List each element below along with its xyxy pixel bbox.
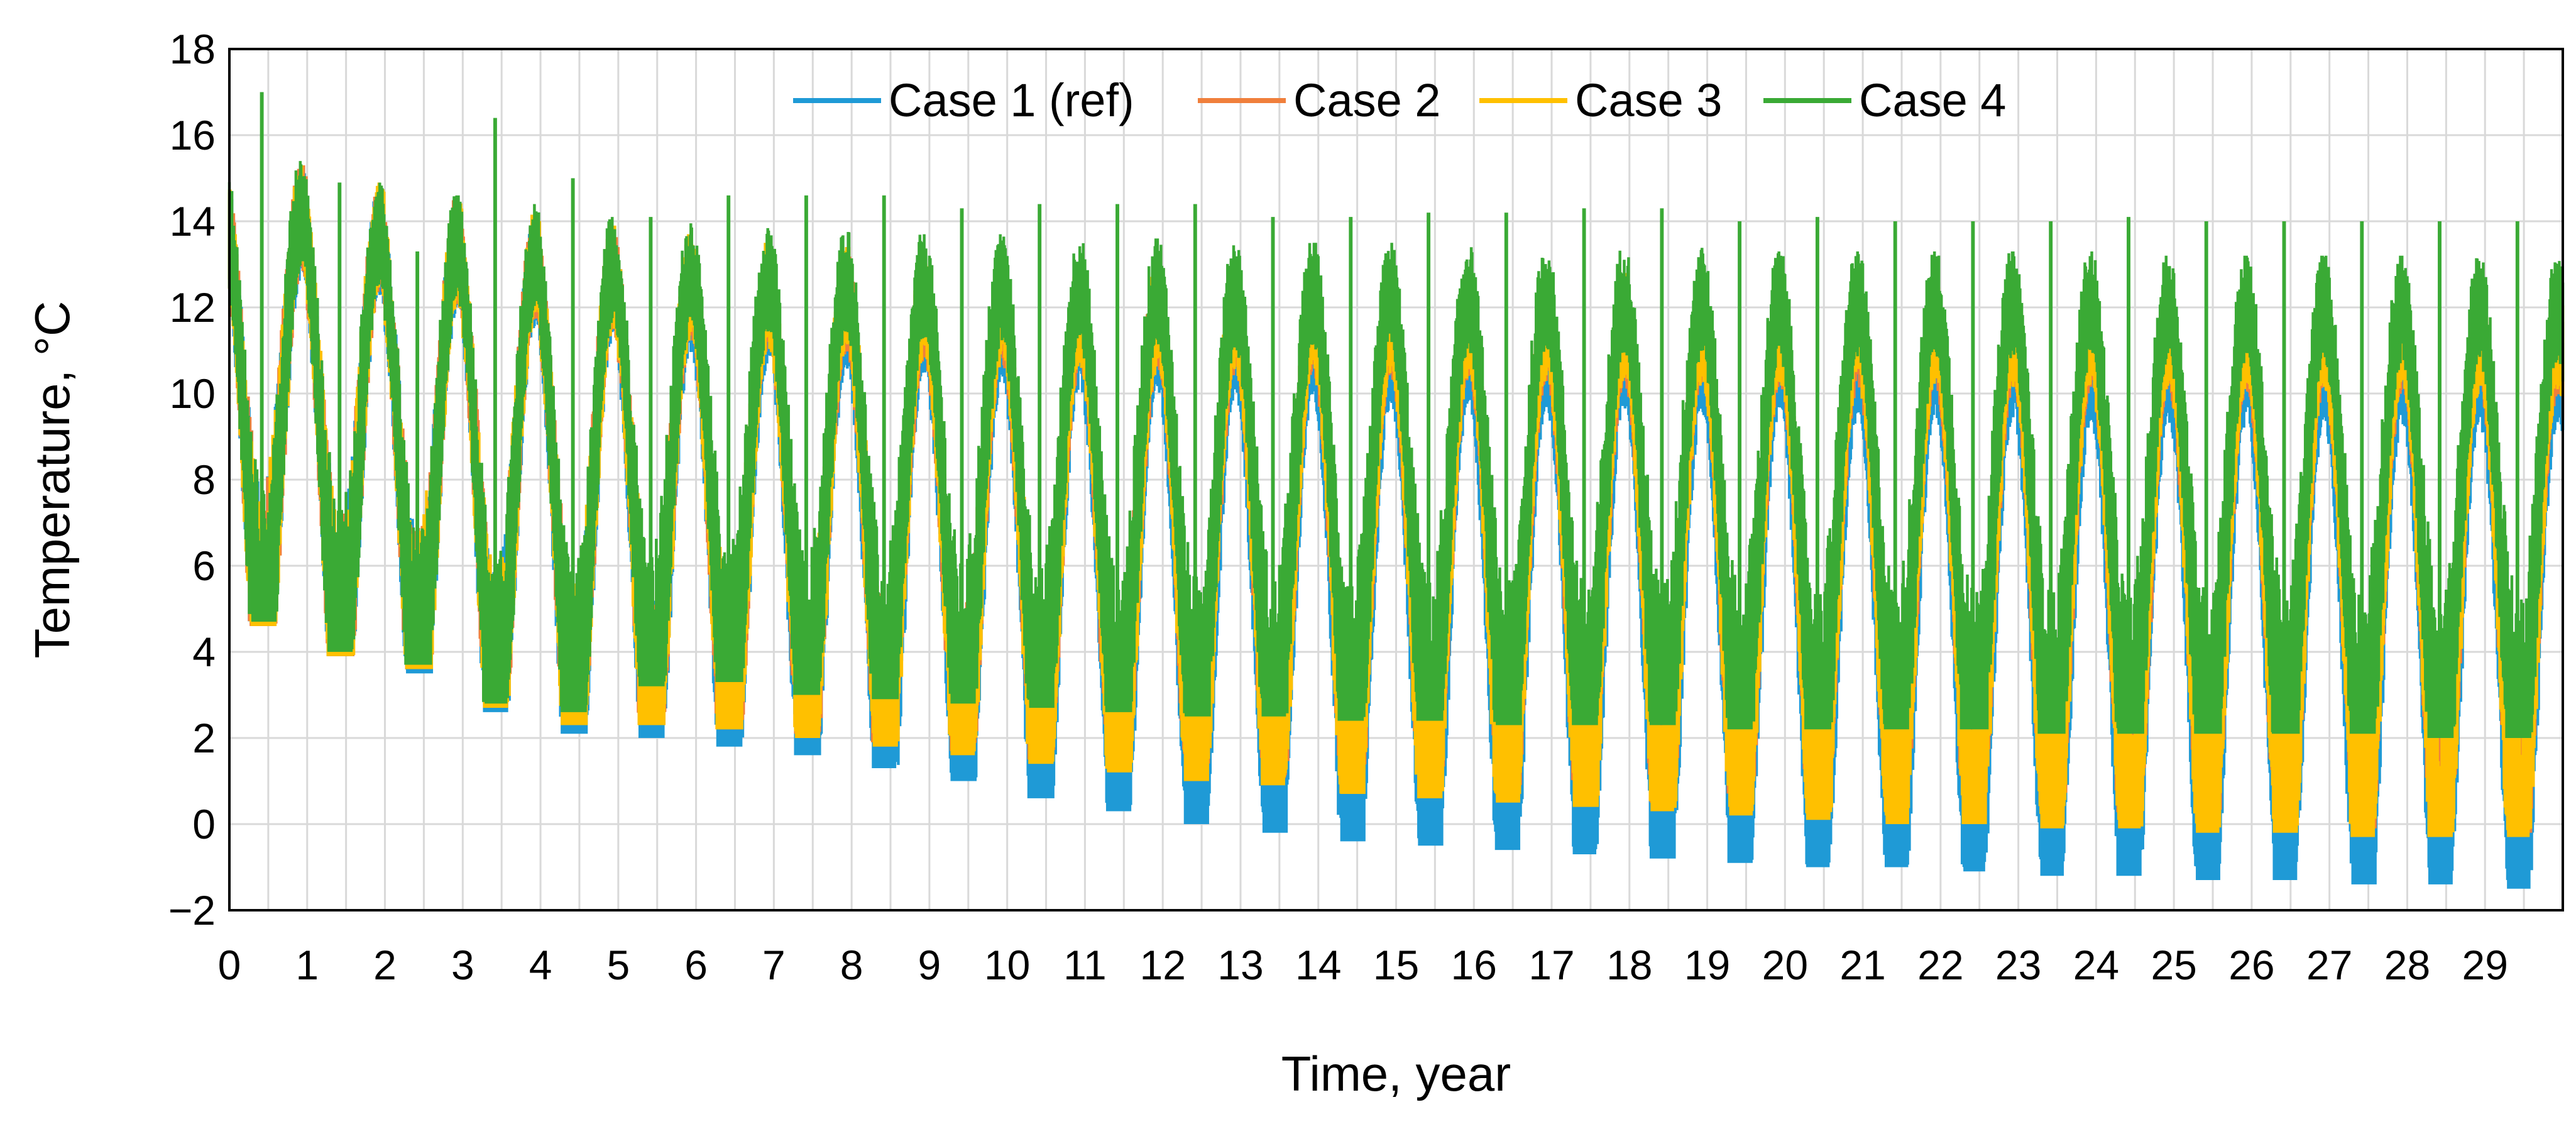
x-tick-label: 8 [840, 942, 863, 988]
x-tick-label: 29 [2462, 942, 2508, 988]
legend-label: Case 2 [1293, 74, 1440, 126]
y-tick-label: 6 [192, 542, 216, 589]
x-tick-label: 22 [1917, 942, 1963, 988]
x-tick-label: 27 [2306, 942, 2352, 988]
x-tick-label: 19 [1684, 942, 1730, 988]
y-tick-label: 12 [170, 284, 216, 331]
x-tick-labels: 0 1 2 3 4 5 6 7 8 9 10 11 12 13 14 15 16 17 18 19 20 21 22 23 24… [218, 942, 2508, 988]
x-tick-label: 2 [373, 942, 397, 988]
x-tick-label: 10 [984, 942, 1030, 988]
legend-entry-3: Case 3 [1479, 74, 1722, 126]
y-tick-label: 10 [170, 370, 216, 417]
x-tick-label: 3 [451, 942, 474, 988]
x-tick-label: 28 [2384, 942, 2430, 988]
x-tick-label: 7 [762, 942, 786, 988]
x-tick-label: 9 [918, 942, 941, 988]
legend-label: Case 1 (ref) [889, 74, 1134, 126]
y-tick-label: 8 [192, 456, 216, 503]
x-tick-label: 24 [2073, 942, 2119, 988]
y-tick-label: −2 [168, 887, 216, 933]
y-tick-label: 14 [170, 198, 216, 245]
y-tick-label: 2 [192, 715, 216, 761]
x-tick-label: 12 [1139, 942, 1185, 988]
x-tick-label: 4 [529, 942, 552, 988]
plot-frame [228, 48, 2564, 911]
x-tick-label: 5 [606, 942, 630, 988]
legend-label: Case 4 [1859, 74, 2006, 126]
y-axis-title: Temperature, °C [25, 301, 80, 659]
legend-entry-2: Case 2 [1198, 74, 1440, 126]
x-tick-label: 0 [218, 942, 241, 988]
x-tick-label: 26 [2228, 942, 2274, 988]
x-tick-label: 6 [684, 942, 708, 988]
y-tick-label: 0 [192, 801, 216, 847]
x-tick-label: 25 [2151, 942, 2196, 988]
y-tick-label: 18 [170, 26, 216, 72]
y-tick-label: 4 [192, 629, 216, 675]
x-axis-title: Time, year [1281, 1046, 1511, 1101]
y-tick-labels: −2 0 2 4 6 8 10 12 14 16 18 [168, 26, 216, 933]
legend-entry-4: Case 4 [1763, 74, 2006, 126]
y-tick-label: 16 [170, 112, 216, 158]
x-tick-label: 14 [1295, 942, 1341, 988]
x-tick-label: 13 [1217, 942, 1263, 988]
x-tick-label: 1 [295, 942, 319, 988]
x-tick-label: 21 [1839, 942, 1885, 988]
x-tick-label: 15 [1373, 942, 1419, 988]
legend-label: Case 3 [1575, 74, 1722, 126]
legend-entry-1: Case 1 (ref) [793, 74, 1134, 126]
x-tick-label: 16 [1451, 942, 1497, 988]
x-tick-label: 11 [1063, 942, 1107, 988]
x-tick-label: 20 [1762, 942, 1808, 988]
x-tick-label: 23 [1995, 942, 2041, 988]
x-tick-label: 18 [1606, 942, 1652, 988]
legend: Case 1 (ref) Case 2 Case 3 Case 4 [793, 74, 2006, 126]
x-tick-label: 17 [1528, 942, 1574, 988]
